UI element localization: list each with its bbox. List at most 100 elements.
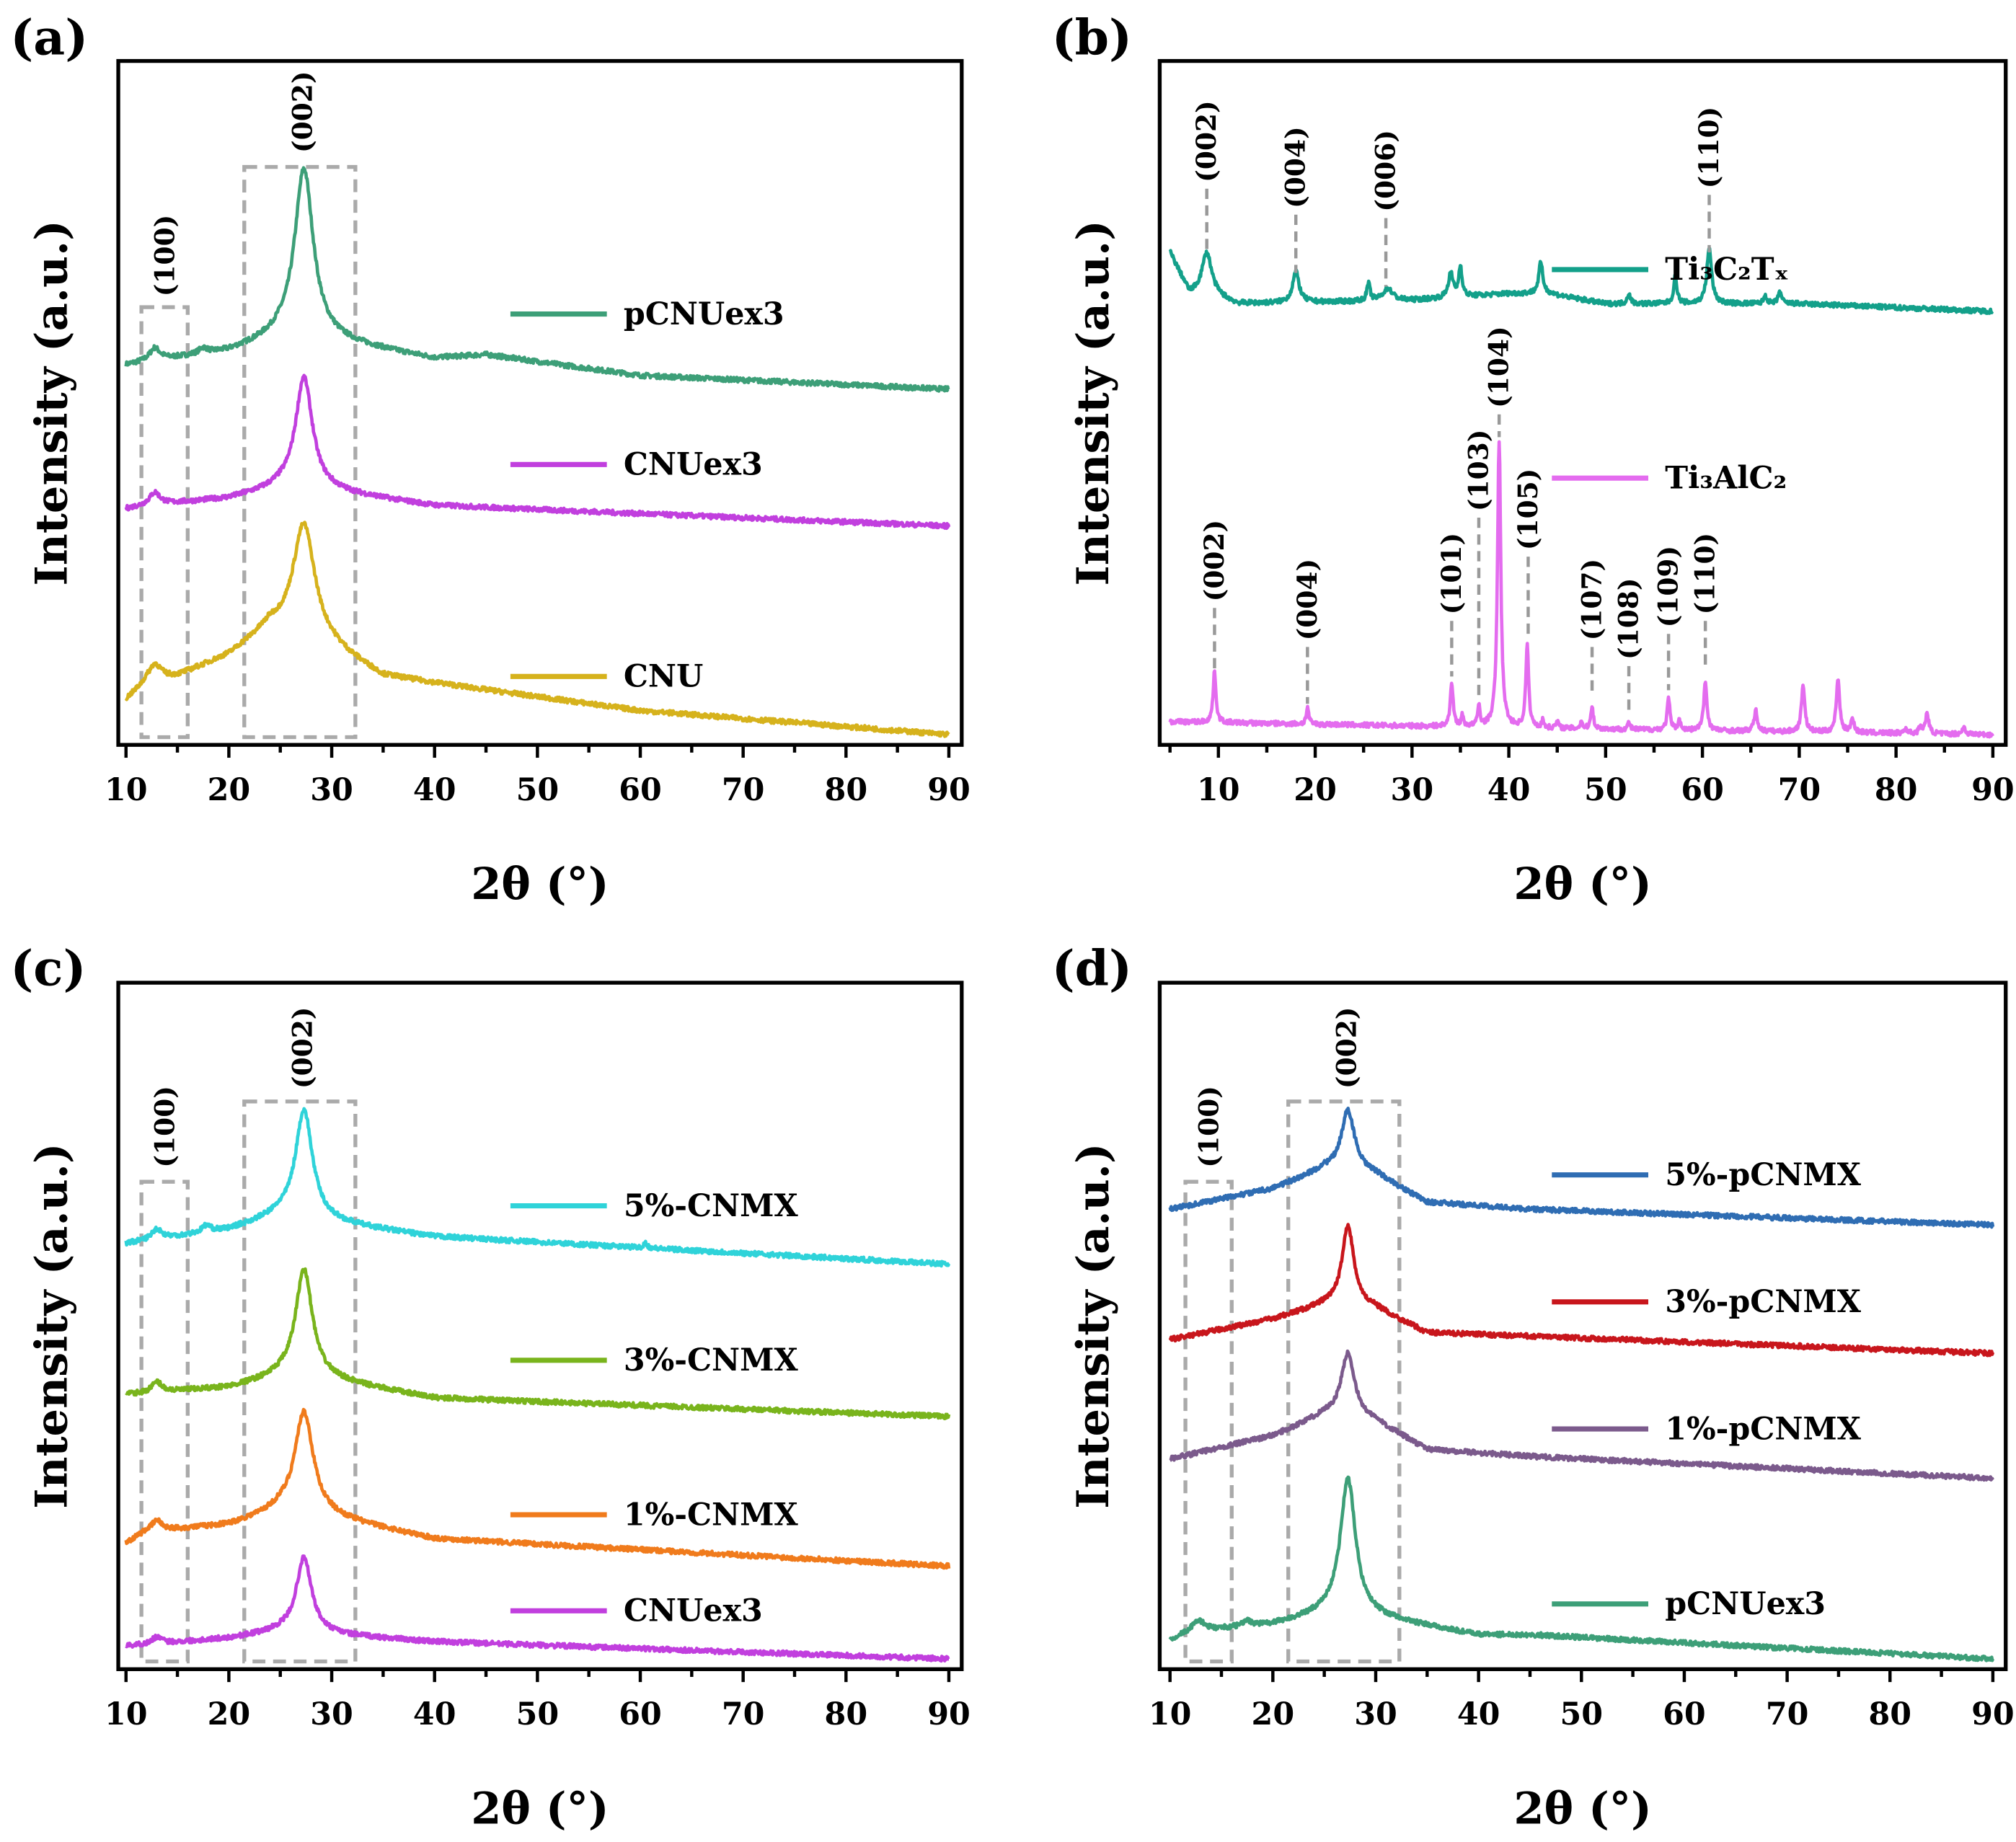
x-tick-label: 90 [1971, 772, 2015, 808]
peak-label: (002) [1198, 520, 1230, 602]
highlight-box [139, 305, 190, 740]
x-tick-label: 80 [825, 772, 868, 808]
x-axis-label: 2θ (°) [1513, 859, 1651, 910]
x-tick-label: 10 [105, 1696, 148, 1732]
legend-label: 5%-CNMX [624, 1188, 799, 1224]
x-tick-label: 90 [927, 772, 971, 808]
series-line [124, 1107, 951, 1268]
x-tick-label: 20 [1294, 772, 1337, 808]
peak-label: (002) [287, 71, 319, 153]
legend-label: 1%-pCNMX [1665, 1411, 1862, 1447]
x-tick-label: 60 [619, 772, 662, 808]
x-tick-label: 60 [1663, 1696, 1706, 1732]
series-line [124, 166, 950, 393]
legend-label: CNUex3 [624, 447, 763, 483]
legend-label: 5%-pCNMX [1665, 1157, 1862, 1193]
legend-label: Ti₃C₂Tₓ [1665, 252, 1789, 288]
x-tick-label: 90 [927, 1696, 971, 1732]
series-line [125, 1554, 950, 1663]
peak-label: (110) [1693, 107, 1725, 189]
peak-label: (002) [287, 1007, 319, 1089]
plot-frame [116, 980, 964, 1671]
x-tick-label: 50 [516, 772, 560, 808]
y-axis-label: Intensity (a.u.) [27, 220, 78, 585]
y-axis-label: Intensity (a.u.) [27, 1143, 78, 1508]
legend-label: CNU [624, 659, 703, 695]
x-tick-label: 20 [208, 772, 251, 808]
series-line [124, 1407, 951, 1570]
x-tick-label: 40 [1487, 772, 1531, 808]
series-line [1168, 1106, 1995, 1229]
x-tick-label: 30 [310, 1696, 353, 1732]
peak-label: (103) [1462, 430, 1494, 512]
plot-frame [1157, 58, 2008, 747]
x-tick-label: 70 [722, 772, 765, 808]
peak-label: (004) [1291, 559, 1323, 641]
legend-label: pCNUex3 [624, 296, 784, 332]
peak-label: (006) [1370, 130, 1402, 212]
peak-label: (100) [149, 1086, 180, 1168]
series-line [1169, 1349, 1994, 1482]
x-axis-label: 2θ (°) [1513, 1783, 1651, 1834]
x-tick-label: 10 [105, 772, 148, 808]
x-tick-label: 40 [413, 1696, 456, 1732]
legend-label: 1%-CNMX [624, 1497, 799, 1533]
highlight-box [139, 1179, 190, 1664]
panel-c: (c) 10 20 30 40 50 60 70 80 90 2θ (°) Intensity (a.… [10, 939, 970, 1835]
series-line [124, 373, 951, 531]
panel-letter: (d) [1052, 939, 1132, 997]
x-tick-label: 10 [1149, 1696, 1192, 1732]
panel-d: (d) 10 20 30 40 50 60 70 80 90 2θ (°) Intensity (a.… [1052, 939, 2015, 1835]
series-line [1168, 1475, 1995, 1662]
peak-label: (100) [149, 215, 180, 297]
series-line [1168, 440, 1994, 739]
x-tick-label: 80 [1875, 772, 1918, 808]
y-axis-label: Intensity (a.u.) [1068, 1143, 1119, 1508]
panel-letter: (a) [10, 9, 88, 66]
x-axis-label: 2θ (°) [471, 859, 609, 910]
x-tick-label: 60 [619, 1696, 662, 1732]
peak-label: (100) [1193, 1086, 1224, 1168]
x-axis-label: 2θ (°) [471, 1783, 609, 1834]
x-tick-label: 90 [1971, 1696, 2015, 1732]
x-tick-label: 50 [1560, 1696, 1604, 1732]
legend-label: Ti₃AlC₂ [1665, 461, 1787, 497]
peak-label: (002) [1331, 1007, 1363, 1089]
peak-label: (002) [1190, 100, 1222, 182]
peak-label: (004) [1280, 126, 1312, 208]
x-tick-label: 30 [1354, 1696, 1397, 1732]
series-line [1168, 247, 1994, 315]
x-tick-label: 80 [825, 1696, 868, 1732]
panel-letter: (c) [10, 939, 86, 997]
series-line [124, 521, 950, 738]
x-tick-label: 70 [722, 1696, 765, 1732]
x-tick-label: 30 [310, 772, 353, 808]
series-line [125, 1267, 951, 1421]
x-tick-label: 30 [1391, 772, 1434, 808]
x-tick-label: 70 [1778, 772, 1821, 808]
x-tick-label: 40 [413, 772, 456, 808]
legend-label: 3%-CNMX [624, 1342, 799, 1378]
x-tick-label: 20 [208, 1696, 251, 1732]
x-tick-label: 70 [1766, 1696, 1809, 1732]
peak-label: (107) [1576, 559, 1608, 641]
panel-b: (b) 10 20 30 40 50 60 70 80 90 2θ (°) Intensity (a.… [1052, 9, 2015, 911]
x-tick-label: 80 [1868, 1696, 1911, 1732]
peak-label: (101) [1436, 533, 1467, 615]
x-tick-label: 40 [1457, 1696, 1500, 1732]
legend-label: CNUex3 [624, 1593, 763, 1629]
y-axis-label: Intensity (a.u.) [1068, 220, 1119, 585]
plot-frame [116, 58, 964, 747]
peak-label: (108) [1613, 577, 1645, 660]
legend-label: pCNUex3 [1665, 1586, 1826, 1622]
panel-a: (a) 10 20 30 40 50 60 70 80 90 2θ (°) Intensity (a.… [10, 9, 970, 911]
x-tick-label: 20 [1252, 1696, 1295, 1732]
series-line [1168, 1223, 1995, 1358]
highlight-box [242, 164, 358, 740]
panel-letter: (b) [1052, 9, 1132, 66]
peak-label: (104) [1483, 326, 1515, 408]
x-tick-label: 50 [1584, 772, 1627, 808]
peak-label: (105) [1512, 469, 1544, 551]
x-tick-label: 10 [1197, 772, 1240, 808]
